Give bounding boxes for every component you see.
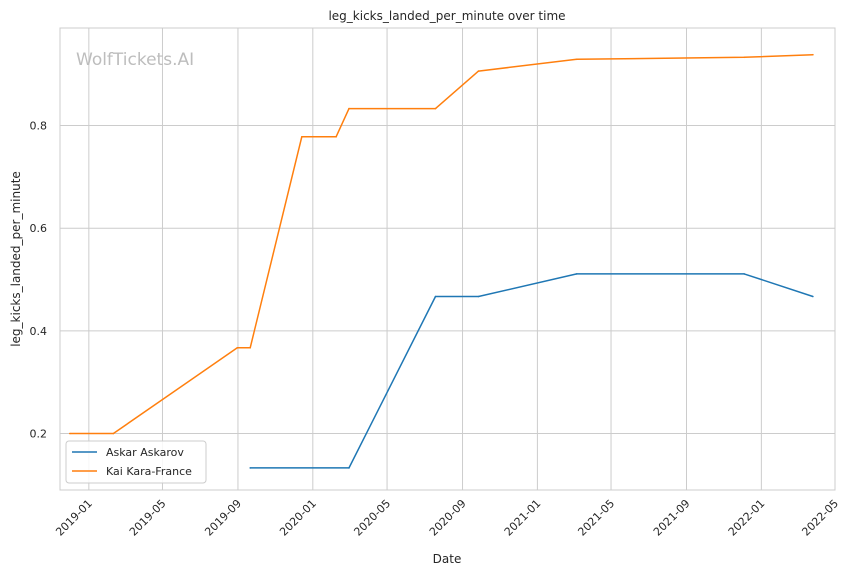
- x-tick-label: 2021-05: [575, 497, 617, 539]
- data-point: [249, 347, 251, 349]
- y-tick-label: 0.2: [30, 428, 48, 441]
- data-point: [69, 432, 71, 435]
- data-point: [236, 347, 239, 349]
- x-tick-label: 2020-01: [277, 497, 319, 539]
- x-tick-label: 2019-05: [127, 497, 169, 539]
- data-point: [477, 295, 480, 298]
- data-point: [112, 432, 115, 435]
- legend-label: Askar Askarov: [106, 446, 184, 459]
- data-point: [348, 107, 350, 110]
- y-tick-label: 0.6: [30, 222, 48, 235]
- data-point: [434, 295, 437, 298]
- y-tick-label: 0.4: [30, 325, 48, 338]
- x-tick-label: 2021-01: [502, 497, 544, 539]
- legend-label: Kai Kara-France: [106, 465, 192, 478]
- data-point: [575, 273, 578, 275]
- x-tick-label: 2020-05: [351, 497, 393, 539]
- x-tick-label: 2020-09: [427, 497, 469, 539]
- data-point: [812, 295, 814, 298]
- legend: Askar Askarov Kai Kara-France: [65, 440, 207, 484]
- x-tick-label: 2022-05: [799, 497, 841, 539]
- y-axis-label: leg_kicks_landed_per_minute: [9, 171, 23, 347]
- data-point: [743, 56, 745, 59]
- series-group: [69, 53, 814, 469]
- data-point: [575, 58, 578, 61]
- y-tick-label: 0.8: [30, 120, 48, 133]
- x-tick-label: 2022-01: [726, 497, 768, 539]
- data-point: [434, 107, 437, 110]
- data-point: [301, 136, 303, 138]
- watermark: WolfTickets.AI: [76, 50, 194, 70]
- series-line-kai-kara-france: [69, 53, 813, 435]
- legend-box: [65, 440, 207, 484]
- grid-lines: [60, 28, 836, 490]
- data-point: [743, 273, 745, 275]
- plot-area: [59, 27, 836, 491]
- data-point: [249, 467, 251, 469]
- x-tick-label: 2019-09: [202, 497, 244, 539]
- chart-title: leg_kicks_landed_per_minute over time: [328, 9, 565, 23]
- x-tick-label: 2019-01: [53, 497, 95, 539]
- x-tick-label: 2021-09: [651, 497, 693, 539]
- data-point: [477, 70, 480, 72]
- data-point: [812, 53, 814, 56]
- x-axis-label: Date: [433, 552, 462, 566]
- data-point: [348, 467, 350, 469]
- data-point: [335, 136, 337, 138]
